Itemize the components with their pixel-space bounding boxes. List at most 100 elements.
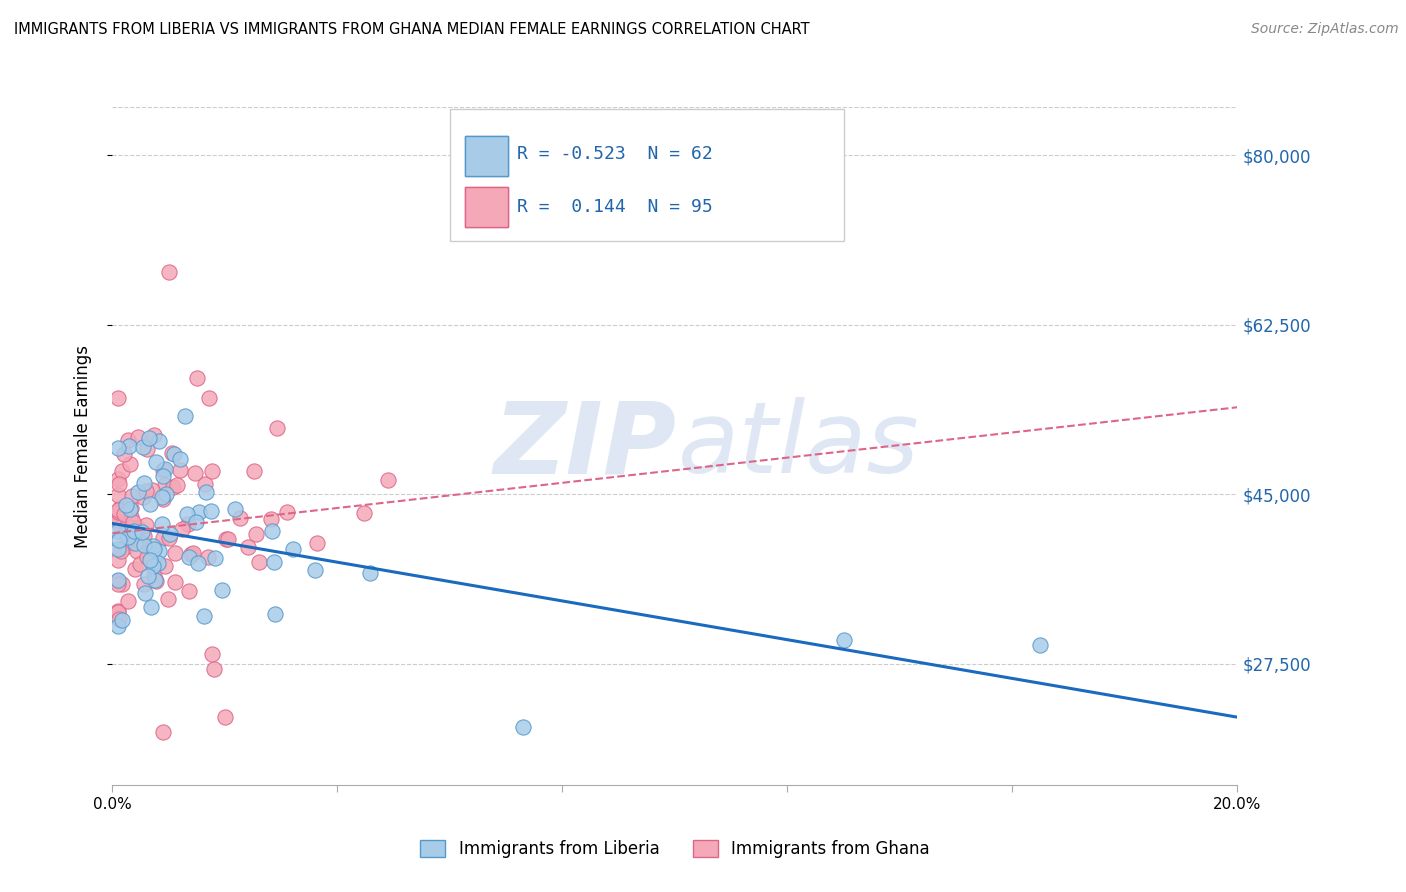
Point: [136, 550, 159, 565]
Point: [260, 512, 283, 526]
Point: [132, 528, 155, 542]
Point: [152, 468, 174, 483]
FancyBboxPatch shape: [464, 187, 509, 227]
Point: [176, 507, 198, 521]
Point: [195, 485, 218, 500]
Point: [145, 574, 167, 588]
Point: [110, 464, 132, 478]
Point: [152, 491, 174, 506]
Point: [155, 486, 177, 500]
Point: [132, 475, 155, 490]
Point: [157, 592, 180, 607]
Point: [152, 463, 174, 477]
Point: [108, 533, 131, 547]
Point: [359, 566, 381, 580]
Point: [200, 504, 222, 518]
Point: [832, 632, 855, 647]
Point: [132, 491, 155, 505]
Point: [114, 540, 136, 554]
Point: [110, 520, 132, 534]
Point: [107, 574, 129, 588]
Point: [152, 725, 174, 739]
Point: [152, 531, 174, 545]
Point: [107, 503, 129, 517]
Point: [159, 527, 181, 541]
Point: [173, 409, 195, 423]
Point: [107, 553, 129, 567]
Point: [141, 483, 163, 497]
Point: [127, 544, 149, 558]
Point: [107, 472, 129, 486]
Point: [214, 710, 236, 724]
Point: [197, 550, 219, 565]
Point: [107, 619, 129, 633]
Point: [1029, 638, 1052, 652]
Point: [146, 556, 169, 570]
Point: [107, 391, 129, 405]
Point: [176, 516, 198, 531]
Point: [117, 434, 139, 448]
Point: [377, 473, 399, 487]
Point: [217, 532, 239, 546]
Point: [266, 421, 288, 435]
Point: [111, 577, 134, 591]
Point: [107, 574, 129, 588]
Point: [184, 466, 207, 480]
Point: [111, 613, 134, 627]
Point: [211, 582, 233, 597]
Point: [107, 509, 129, 524]
Point: [145, 455, 167, 469]
Point: [201, 464, 224, 478]
Point: [165, 546, 187, 560]
Point: [188, 505, 211, 519]
Point: [107, 505, 129, 519]
Point: [153, 462, 176, 476]
Point: [143, 428, 166, 442]
Point: [124, 524, 146, 539]
Point: [281, 541, 304, 556]
Point: [143, 573, 166, 587]
Point: [186, 371, 208, 385]
Legend: Immigrants from Liberia, Immigrants from Ghana: Immigrants from Liberia, Immigrants from…: [413, 833, 936, 864]
Point: [107, 541, 129, 556]
Text: ZIP: ZIP: [494, 398, 676, 494]
Point: [152, 490, 174, 504]
Point: [353, 506, 375, 520]
Point: [120, 501, 142, 516]
Point: [107, 441, 129, 455]
Point: [484, 216, 506, 230]
Point: [245, 527, 267, 541]
Point: [124, 562, 146, 576]
Point: [276, 505, 298, 519]
FancyBboxPatch shape: [464, 136, 509, 177]
Point: [163, 447, 186, 461]
Point: [121, 489, 143, 503]
Point: [512, 720, 534, 734]
Point: [139, 553, 162, 567]
Point: [194, 476, 217, 491]
Point: [155, 477, 177, 491]
Text: R = -0.523  N = 62: R = -0.523 N = 62: [517, 145, 713, 163]
Point: [179, 583, 201, 598]
Point: [135, 517, 157, 532]
Point: [157, 531, 180, 545]
Point: [180, 547, 202, 561]
Text: atlas: atlas: [678, 398, 920, 494]
Point: [136, 442, 159, 456]
Point: [115, 498, 138, 512]
Point: [165, 574, 187, 589]
Point: [202, 662, 225, 676]
Point: [127, 521, 149, 535]
Point: [197, 391, 219, 405]
Point: [120, 457, 142, 471]
Text: R =  0.144  N = 95: R = 0.144 N = 95: [517, 198, 713, 217]
Point: [107, 605, 129, 619]
Point: [162, 480, 184, 494]
Point: [108, 501, 131, 516]
Point: [193, 609, 215, 624]
Point: [153, 558, 176, 573]
Point: [127, 484, 149, 499]
FancyBboxPatch shape: [450, 109, 844, 241]
Point: [142, 569, 165, 583]
Point: [214, 533, 236, 547]
